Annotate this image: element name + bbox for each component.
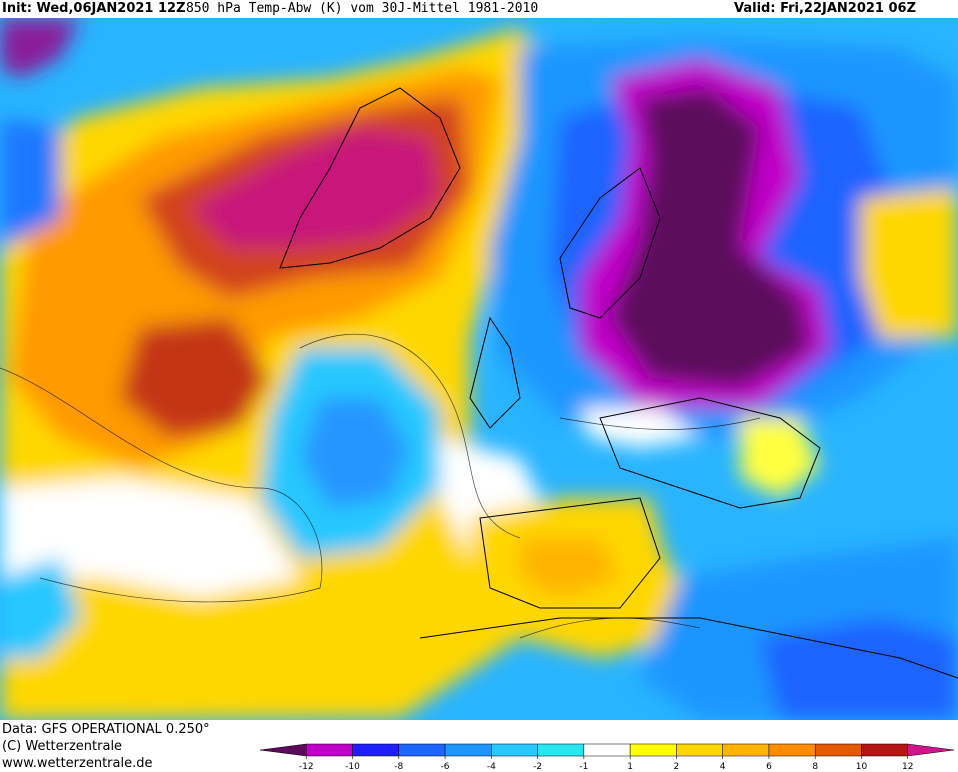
init-time-label: Init: Wed,06JAN2021 12Z (2, 1, 186, 16)
legend-swatch (768, 743, 816, 757)
contour-lines (0, 333, 761, 639)
legend-swatch (306, 743, 353, 757)
temperature-anomaly-map (0, 18, 958, 720)
legend-tick-label: 12 (902, 762, 913, 772)
legend-swatch (537, 743, 585, 757)
legend-swatch (352, 743, 400, 757)
legend-tick-label: -10 (345, 762, 360, 772)
legend-swatch (259, 743, 307, 757)
legend-swatch (629, 743, 677, 757)
legend-swatch (398, 743, 446, 757)
website-label: www.wetterzentrale.de (2, 756, 153, 771)
legend-tick-label: 2 (674, 762, 680, 772)
legend-tick-label: -4 (487, 762, 496, 772)
anomaly-fields (0, 18, 958, 720)
legend-tick-label: -12 (299, 762, 314, 772)
legend-swatch (722, 743, 770, 757)
legend-tick-label: 1 (627, 762, 633, 772)
legend-swatch (907, 743, 955, 757)
valid-time-label: Valid: Fri,22JAN2021 06Z (734, 1, 917, 16)
legend-swatch (861, 743, 908, 757)
data-source-label: Data: GFS OPERATIONAL 0.250° (2, 722, 210, 737)
legend-tick-label: -6 (441, 762, 450, 772)
legend-swatch (444, 743, 492, 757)
legend-tick-label: 6 (766, 762, 772, 772)
legend-tick-label: 10 (856, 762, 868, 772)
legend-tick-label: -2 (533, 762, 542, 772)
map-title: 850 hPa Temp-Abw (K) vom 30J-Mittel 1981… (186, 1, 539, 16)
legend-swatch (583, 743, 631, 757)
coastlines (279, 87, 958, 679)
legend-tick-label: -1 (579, 762, 588, 772)
legend-tick-label: 4 (720, 762, 726, 772)
legend-tick-label: 8 (812, 762, 818, 772)
legend-tick-label: -8 (394, 762, 403, 772)
legend-swatch (491, 743, 538, 757)
legend-swatch (814, 743, 862, 757)
copyright-label: (C) Wetterzentrale (2, 739, 123, 754)
map-header: Init: Wed,06JAN2021 12Z 850 hPa Temp-Abw… (0, 0, 958, 18)
color-scale-legend: -12 -10 -8 -6 -4 -2 -1 1 2 4 6 8 10 12 (259, 743, 955, 772)
legend-swatch (676, 743, 723, 757)
